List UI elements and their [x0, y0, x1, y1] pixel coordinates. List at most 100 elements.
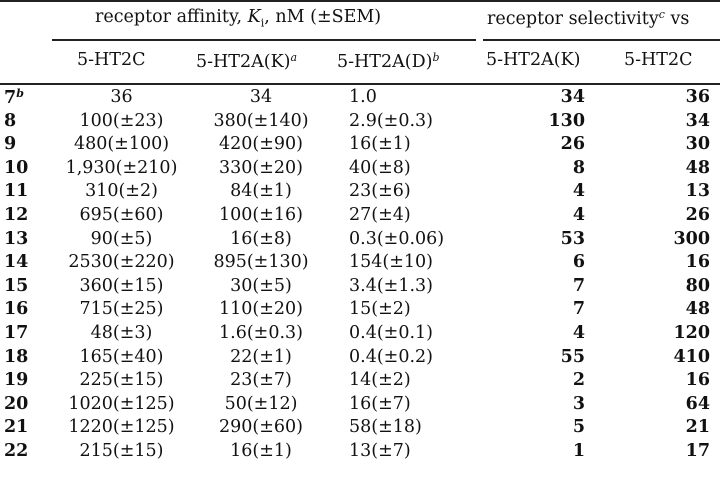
affinity-5ht2ak-cell: 23(±7): [230, 370, 292, 391]
affinity-5ht2c-cell: 225(±15): [79, 370, 164, 391]
compound-number-cell: 7b: [4, 87, 24, 109]
affinity-5ht2ad-cell: 15(±2): [349, 299, 411, 320]
affinity-5ht2ad-cell: 0.3(±0.06): [349, 228, 445, 249]
affinity-5ht2ak-cell: 16(±1): [230, 440, 292, 461]
selectivity-5ht2c-cell: 36: [685, 87, 710, 108]
selectivity-5ht2ak-cell: 3: [572, 393, 585, 414]
compound-number-cell: 11: [4, 181, 29, 202]
compound-number-cell: 17: [4, 322, 29, 343]
selectivity-5ht2ak-cell: 6: [572, 252, 585, 273]
data-table: 7b 36 34 1.0 34 36 8 100(±23) 380(±140) 2.9(±0.3)…: [0, 86, 720, 464]
affinity-5ht2c-cell: 36: [110, 87, 133, 108]
affinity-5ht2c-cell: 215(±15): [79, 440, 164, 461]
affinity-5ht2c-cell: 100(±23): [79, 110, 164, 131]
table-row: 11 310(±2) 84(±1) 23(±6) 4 13: [0, 180, 720, 204]
col-header-selectivity-5ht2ak: 5-HT2A(K): [486, 50, 581, 70]
compound-number-cell: 16: [4, 299, 29, 320]
affinity-5ht2c-cell: 360(±15): [79, 275, 164, 296]
table-row: 19 225(±15) 23(±7) 14(±2) 2 16: [0, 369, 720, 393]
selectivity-5ht2c-cell: 21: [685, 417, 710, 438]
table-row: 15 360(±15) 30(±5) 3.4(±1.3) 7 80: [0, 275, 720, 299]
selectivity-group-header: receptor selectivityc vs: [487, 8, 690, 29]
col-header-selectivity-5ht2c: 5-HT2C: [624, 50, 693, 70]
selectivity-5ht2ak-cell: 7: [572, 299, 585, 320]
selectivity-5ht2ak-cell: 5: [572, 417, 585, 438]
affinity-5ht2ad-cell: 14(±2): [349, 370, 411, 391]
affinity-5ht2ak-cell: 110(±20): [219, 299, 303, 320]
affinity-5ht2ak-cell: 290(±60): [219, 417, 303, 438]
table-row: 8 100(±23) 380(±140) 2.9(±0.3) 130 34: [0, 110, 720, 134]
compound-number-cell: 8: [4, 110, 17, 131]
selectivity-5ht2ak-cell: 4: [572, 322, 585, 343]
affinity-5ht2c-cell: 695(±60): [79, 205, 164, 226]
affinity-5ht2c-cell: 480(±100): [73, 134, 170, 155]
table-row: 9 480(±100) 420(±90) 16(±1) 26 30: [0, 133, 720, 157]
affinity-5ht2ak-cell: 330(±20): [219, 157, 303, 178]
compound-number-cell: 14: [4, 252, 29, 273]
affinity-5ht2ak-cell: 1.6(±0.3): [219, 322, 303, 343]
affinity-5ht2ak-cell: 30(±5): [230, 275, 292, 296]
selectivity-5ht2c-cell: 410: [673, 346, 710, 367]
selectivity-5ht2ak-cell: 4: [572, 205, 585, 226]
selectivity-5ht2ak-cell: 55: [560, 346, 585, 367]
selectivity-5ht2c-cell: 80: [685, 275, 710, 296]
affinity-5ht2c-cell: 90(±5): [90, 228, 153, 249]
selectivity-5ht2c-cell: 16: [685, 370, 710, 391]
affinity-5ht2c-cell: 1,930(±210): [65, 157, 178, 178]
affinity-5ht2c-cell: 2530(±220): [68, 252, 175, 273]
affinity-5ht2ak-cell: 50(±12): [224, 393, 298, 414]
affinity-5ht2ak-cell: 84(±1): [230, 181, 292, 202]
affinity-5ht2ad-cell: 16(±1): [349, 134, 411, 155]
compound-number-cell: 20: [4, 393, 29, 414]
table-row: 17 48(±3) 1.6(±0.3) 0.4(±0.1) 4 120: [0, 322, 720, 346]
table-row: 20 1020(±125) 50(±12) 16(±7) 3 64: [0, 393, 720, 417]
col-header-5ht2ak: 5-HT2A(K)a: [196, 51, 298, 72]
selectivity-5ht2c-cell: 300: [673, 228, 710, 249]
affinity-5ht2ad-cell: 154(±10): [349, 252, 433, 273]
table-row: 18 165(±40) 22(±1) 0.4(±0.2) 55 410: [0, 346, 720, 370]
affinity-5ht2ak-cell: 380(±140): [213, 110, 309, 131]
compound-number-cell: 22: [4, 440, 29, 461]
affinity-5ht2ad-cell: 40(±8): [349, 157, 411, 178]
table-body: 7b 36 34 1.0 34 36 8 100(±23) 380(±140) 2.9(±0.3)…: [0, 86, 720, 464]
table-row: 22 215(±15) 16(±1) 13(±7) 1 17: [0, 440, 720, 464]
compound-number-cell: 12: [4, 205, 29, 226]
selectivity-5ht2c-cell: 48: [685, 157, 710, 178]
affinity-5ht2c-cell: 1220(±125): [68, 417, 175, 438]
table-row: 14 2530(±220) 895(±130) 154(±10) 6 16: [0, 251, 720, 275]
affinity-5ht2ak-cell: 420(±90): [219, 134, 303, 155]
selectivity-5ht2c-cell: 48: [685, 299, 710, 320]
affinity-5ht2ak-cell: 895(±130): [213, 252, 309, 273]
selectivity-5ht2c-cell: 13: [685, 181, 710, 202]
affinity-5ht2ad-cell: 0.4(±0.2): [349, 346, 433, 367]
selectivity-5ht2ak-cell: 4: [572, 181, 585, 202]
col-header-5ht2c: 5-HT2C: [77, 50, 146, 70]
selectivity-5ht2c-cell: 16: [685, 252, 710, 273]
compound-number-cell: 13: [4, 228, 29, 249]
selectivity-5ht2ak-cell: 130: [548, 110, 585, 131]
selectivity-5ht2c-cell: 17: [685, 440, 710, 461]
affinity-5ht2ad-cell: 2.9(±0.3): [349, 110, 433, 131]
selectivity-5ht2c-cell: 30: [685, 134, 710, 155]
affinity-5ht2ak-cell: 100(±16): [219, 205, 303, 226]
selectivity-5ht2ak-cell: 34: [560, 87, 585, 108]
selectivity-5ht2c-cell: 64: [685, 393, 710, 414]
compound-number-cell: 19: [4, 370, 29, 391]
affinity-group-header: receptor affinity, Ki, nM (±SEM): [95, 7, 382, 30]
compound-number-cell: 10: [4, 157, 29, 178]
selectivity-5ht2ak-cell: 8: [572, 157, 585, 178]
affinity-5ht2ad-cell: 23(±6): [349, 181, 411, 202]
top-rule: [0, 0, 720, 2]
selectivity-5ht2c-cell: 34: [685, 110, 710, 131]
affinity-5ht2ad-cell: 27(±4): [349, 205, 411, 226]
affinity-5ht2ad-cell: 13(±7): [349, 440, 411, 461]
selectivity-5ht2ak-cell: 7: [572, 275, 585, 296]
affinity-5ht2ak-cell: 34: [249, 87, 273, 108]
table-row: 10 1,930(±210) 330(±20) 40(±8) 8 48: [0, 157, 720, 181]
selectivity-5ht2c-cell: 120: [673, 322, 710, 343]
affinity-5ht2ad-cell: 0.4(±0.1): [349, 322, 433, 343]
affinity-5ht2ak-cell: 22(±1): [230, 346, 292, 367]
affinity-5ht2ad-cell: 16(±7): [349, 393, 411, 414]
table-row: 7b 36 34 1.0 34 36: [0, 86, 720, 110]
